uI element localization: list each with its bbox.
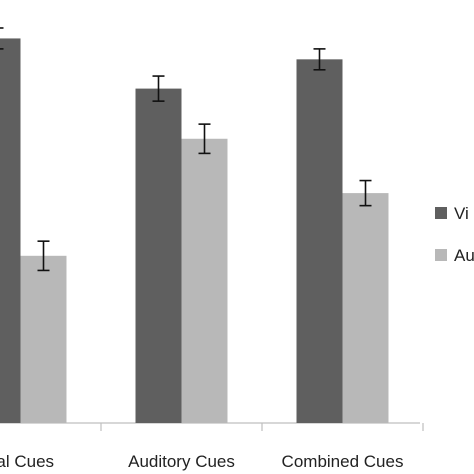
bar-series2-cat3 [342,193,389,423]
error-bar-series2-cat1 [37,240,50,272]
bar-series1-cat2 [135,88,182,423]
legend-entry-1: Vi [435,204,469,223]
error-bar-series1-cat2 [152,75,165,102]
error-bar-series2-cat2 [198,123,211,155]
error-bar-series2-cat3 [359,179,372,207]
bar-series2-cat2 [181,138,228,423]
bar-series1-cat1 [0,38,21,423]
x-ticks-group: ual Cues Auditory Cues Combined Cues [0,423,424,471]
error-bar-series1-cat3 [313,48,326,71]
legend-label: Vi [454,204,469,223]
x-tick-label: Auditory Cues [128,452,235,471]
bar-series2-cat1 [20,255,67,423]
legend: Vi Au [435,204,474,265]
bar-series1-cat3 [296,59,343,424]
error-bar-series1-cat1 [0,27,4,50]
legend-swatch [435,207,447,219]
error-bars-group [0,27,372,272]
legend-entry-2: Au [435,246,474,265]
x-tick-label: Combined Cues [282,452,404,471]
legend-label: Au [454,246,474,265]
x-tick-label: ual Cues [0,452,54,471]
legend-swatch [435,249,447,261]
bars-group [0,38,389,424]
